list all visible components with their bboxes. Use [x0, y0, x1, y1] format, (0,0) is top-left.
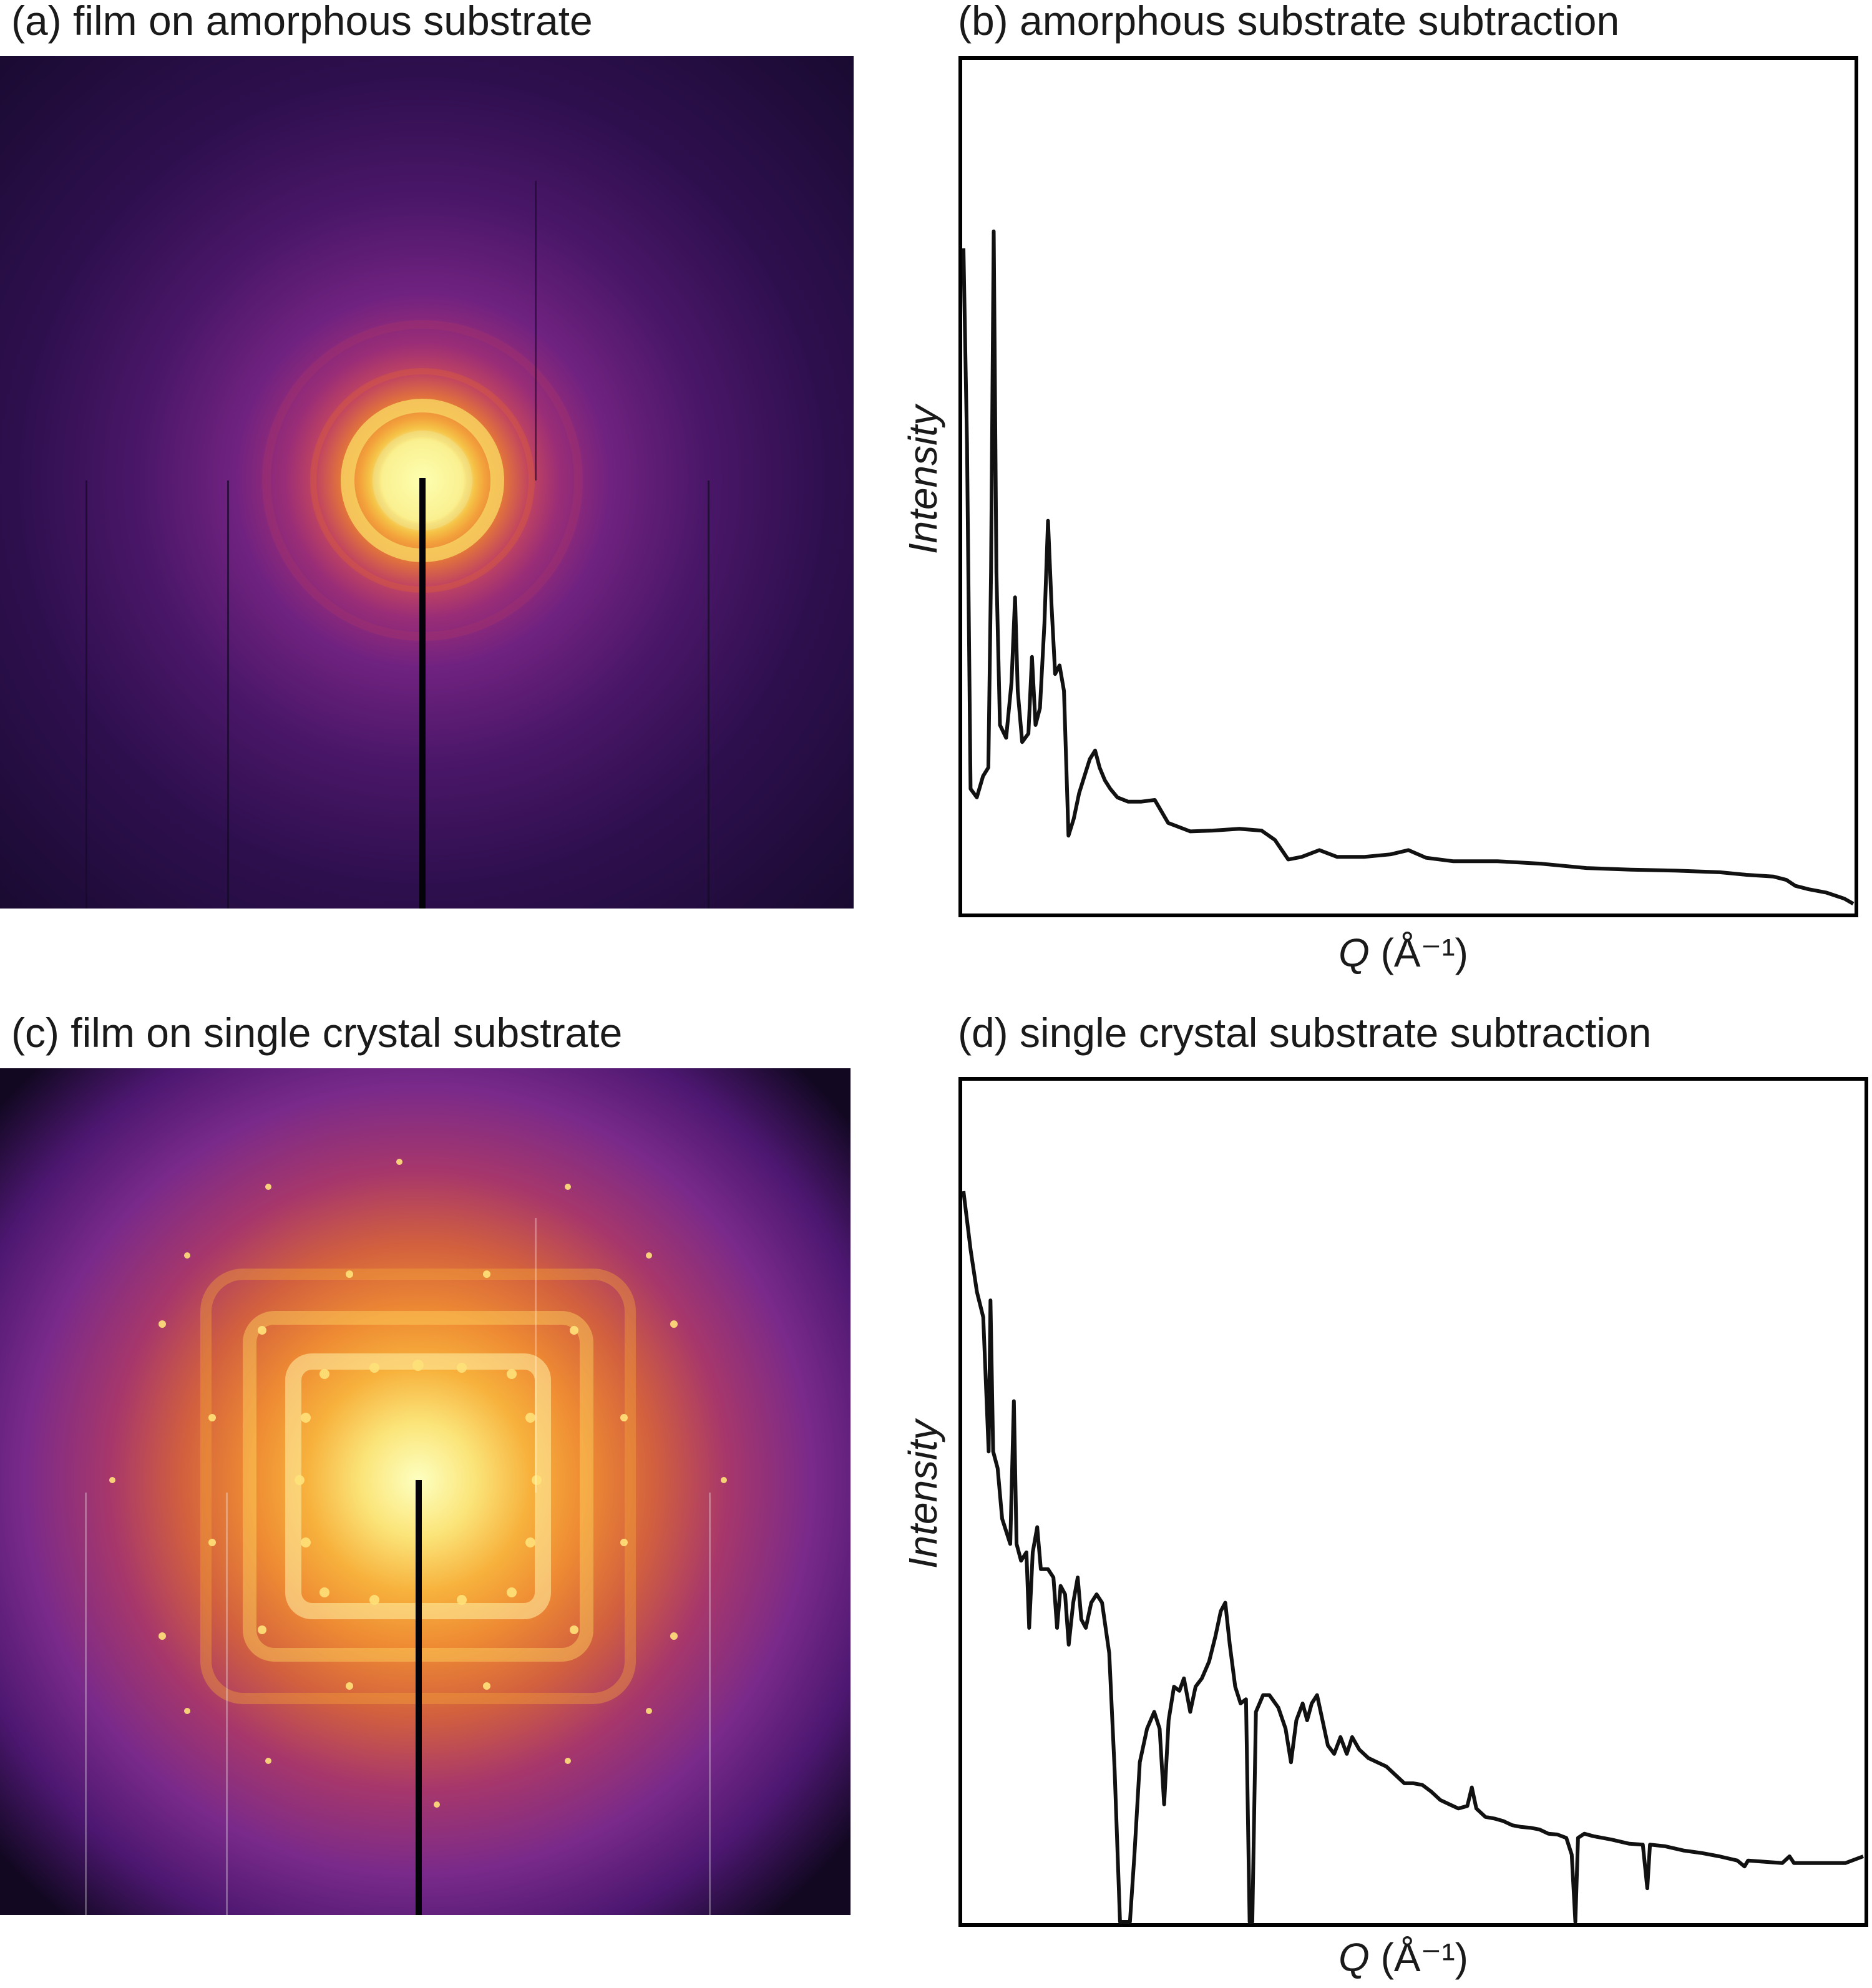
plot-b-ylabel: Intensity [900, 405, 946, 555]
panel-c-title: (c) film on single crystal substrate [11, 1010, 623, 1056]
panel-a-title: (a) film on amorphous substrate [11, 0, 593, 44]
plot-b-xlabel: Q (Å⁻¹) [1338, 930, 1468, 977]
diffraction-image-single-crystal [0, 1068, 851, 1915]
plot-b-xlabel-unit: (Å⁻¹) [1380, 930, 1468, 975]
plot-b-svg [958, 56, 1858, 917]
plot-d-svg [958, 1077, 1868, 1927]
plot-amorphous-subtraction [958, 56, 1858, 917]
plot-b-series-line-0 [962, 229, 1855, 906]
plot-d-xlabel-symbol: Q [1338, 1935, 1370, 1980]
plot-b-frame [958, 56, 1858, 917]
bragg-spots [109, 1159, 727, 1808]
plot-d-xlabel: Q (Å⁻¹) [1338, 1934, 1468, 1981]
plot-d-series-line-0 [962, 1191, 1865, 1924]
panel-b-title: (b) amorphous substrate subtraction [958, 0, 1620, 44]
plot-d-xlabel-unit: (Å⁻¹) [1380, 1935, 1468, 1980]
panel-d-title: (d) single crystal substrate subtraction [958, 1010, 1652, 1056]
plot-single-crystal-subtraction [958, 1077, 1868, 1927]
plot-b-xlabel-symbol: Q [1338, 930, 1370, 975]
plot-d-frame [958, 1077, 1868, 1927]
plot-d-ylabel: Intensity [900, 1420, 946, 1569]
diffraction-image-amorphous [0, 56, 854, 909]
